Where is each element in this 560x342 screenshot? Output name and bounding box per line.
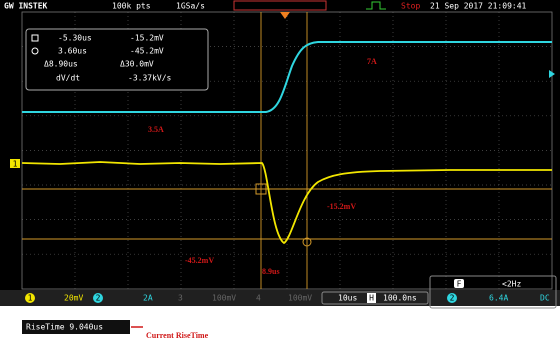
ch2-number: 2 bbox=[96, 294, 101, 303]
ch3-number: 3 bbox=[178, 294, 183, 303]
ch1-number: 1 bbox=[28, 294, 33, 303]
cursor-dv: Δ30.0mV bbox=[120, 60, 154, 69]
datetime: 21 Sep 2017 21:09:41 bbox=[430, 2, 527, 11]
annotation-rise-time: Current RiseTime bbox=[146, 331, 209, 340]
annotation-high: 7A bbox=[367, 57, 377, 66]
status-bar bbox=[0, 290, 560, 306]
cursor-v1: -15.2mV bbox=[130, 34, 164, 43]
ch4-scale: 100mV bbox=[288, 294, 312, 303]
cursor-dvdt: -3.37kV/s bbox=[128, 74, 172, 83]
ch4-number: 4 bbox=[256, 294, 261, 303]
trigger-source: 2 bbox=[450, 294, 455, 303]
scope-screenshot: GW INSTEK 100k pts 1GSa/s Stop 21 Sep 20… bbox=[0, 0, 560, 342]
ch1-marker-label: 1 bbox=[13, 160, 18, 169]
trigger-frequency: <2Hz bbox=[502, 280, 521, 289]
cursor-v2: -45.2mV bbox=[130, 47, 164, 56]
trigger-level: 6.4A bbox=[489, 294, 508, 303]
h-key-label: H bbox=[369, 294, 374, 303]
trigger-coupling: DC bbox=[540, 294, 550, 303]
timebase-scale: 10us bbox=[338, 294, 357, 303]
annotation-dt: 8.9us bbox=[262, 267, 280, 276]
sample-rate: 1GSa/s bbox=[176, 2, 205, 11]
annotation-v1: -15.2mV bbox=[327, 202, 356, 211]
ch3-scale: 100mV bbox=[212, 294, 236, 303]
ch2-scale: 2A bbox=[143, 294, 153, 303]
cursor-dvdt-label: dV/dt bbox=[56, 74, 80, 83]
cursor-t2: 3.60us bbox=[58, 47, 87, 56]
cursor-t1: -5.30us bbox=[58, 34, 92, 43]
f-key-label: F bbox=[457, 280, 462, 289]
status: Stop bbox=[401, 2, 420, 11]
ch1-scale: 20mV bbox=[64, 294, 83, 303]
cursor-dt: Δ8.90us bbox=[44, 60, 78, 69]
points: 100k pts bbox=[112, 2, 151, 11]
annotation-v2: -45.2mV bbox=[185, 256, 214, 265]
measurement: RiseTime 9.040us bbox=[26, 323, 103, 332]
brand: GW INSTEK bbox=[4, 2, 48, 11]
timebase-position: 100.0ns bbox=[383, 294, 417, 303]
annotation-low: 3.5A bbox=[148, 125, 164, 134]
